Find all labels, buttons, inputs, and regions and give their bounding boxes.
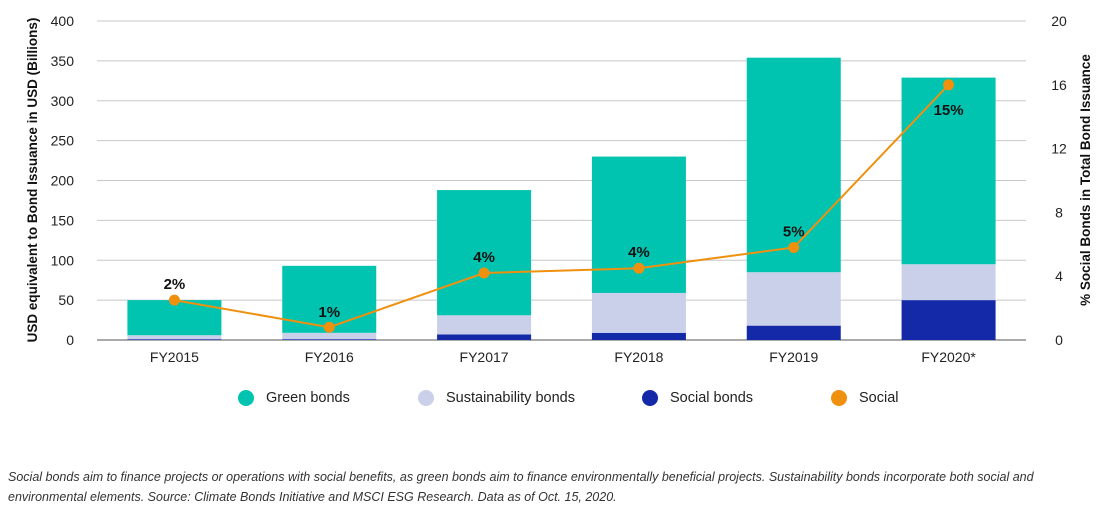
x-tick-label: FY2019 [769, 349, 818, 365]
bar-segment-green-bonds [901, 77, 996, 265]
y-tick-label-left: 400 [51, 13, 75, 29]
bar-segment-sustainability-bonds [591, 292, 686, 333]
stacked-bars [127, 57, 996, 340]
social-line-path [174, 84, 950, 329]
social-point [478, 267, 490, 279]
y-tick-label-right: 0 [1055, 332, 1063, 348]
y-tick-label-left: 250 [51, 133, 75, 149]
bar-segment-social-bonds [746, 325, 841, 340]
point-label: 4% [473, 249, 495, 266]
legend-item-social-bonds: Social bonds [642, 390, 753, 406]
y-tick-label-right: 4 [1055, 268, 1063, 284]
x-tick-label: FY2015 [150, 349, 199, 365]
point-label: 4% [628, 244, 650, 261]
y-tick-label-right: 12 [1051, 141, 1067, 157]
bar-segment-social-bonds [901, 300, 996, 340]
y-tick-label-left: 350 [51, 53, 75, 69]
bar-segment-social-bonds [591, 332, 686, 340]
legend-label: Social bonds [670, 390, 754, 406]
gridlines [97, 20, 1026, 341]
legend-swatch-social-bonds [642, 390, 658, 406]
chart-footnote: Social bonds aim to finance projects or … [8, 470, 1034, 504]
bar-segment-social-bonds [127, 339, 222, 340]
y-tick-label-left: 300 [51, 93, 75, 109]
social-point [323, 321, 335, 333]
legend-label: Green bonds [266, 390, 350, 406]
axes: 0 50 100 150 200 250 300 350 400 0 4 8 12 16 20 FY2015 F… [51, 13, 1067, 365]
x-tick-label: FY2020* [921, 349, 976, 365]
social-share-line [168, 79, 955, 333]
legend-label: Sustainability bonds [446, 390, 575, 406]
point-label: 15% [934, 102, 964, 119]
bar-segment-sustainability-bonds [901, 264, 996, 301]
y-axis-title-left: USD equivalent to Bond Issuance in USD (… [25, 18, 40, 343]
legend-item-sustainability-bonds: Sustainability bonds [418, 390, 575, 406]
bar-segment-social-bonds [437, 334, 532, 340]
point-labels: 2% 1% 4% 4% 5% 15% [164, 102, 964, 321]
legend-item-social: Social [831, 390, 899, 406]
y-tick-label-left: 100 [51, 252, 75, 268]
bond-issuance-chart: 2% 1% 4% 4% 5% 15% 0 50 100 150 200 250 300 350 400 0 4… [25, 13, 1093, 365]
bar-segment-green-bonds [746, 57, 841, 273]
y-tick-label-right: 8 [1055, 204, 1063, 220]
bar-segment-social-bonds [282, 339, 377, 340]
bar-segment-sustainability-bonds [746, 272, 841, 326]
chart-legend: Green bonds Sustainability bonds Social … [0, 390, 1102, 414]
point-label: 1% [318, 304, 340, 321]
x-tick-label: FY2016 [305, 349, 354, 365]
legend-swatch-sustainability [418, 390, 434, 406]
bar-segment-sustainability-bonds [437, 315, 532, 335]
y-tick-label-right: 20 [1051, 13, 1067, 29]
point-label: 5% [783, 223, 805, 240]
y-tick-label-left: 0 [66, 332, 74, 348]
legend-item-green-bonds: Green bonds [238, 390, 350, 406]
bar-segment-green-bonds [437, 190, 532, 316]
y-tick-label-left: 50 [58, 292, 74, 308]
y-tick-label-right: 16 [1051, 77, 1067, 93]
bar-segment-sustainability-bonds [127, 335, 222, 340]
y-axis-title-right: % Social Bonds in Total Bond Issuance [1078, 54, 1093, 306]
social-point [633, 262, 645, 274]
y-tick-label-left: 150 [51, 212, 75, 228]
x-tick-label: FY2018 [614, 349, 663, 365]
bar-segment-sustainability-bonds [282, 332, 377, 340]
social-point [168, 294, 180, 306]
point-label: 2% [164, 276, 186, 293]
y-tick-label-left: 200 [51, 173, 75, 189]
social-point [788, 241, 800, 253]
x-tick-label: FY2017 [460, 349, 509, 365]
legend-swatch-green [238, 390, 254, 406]
legend-swatch-social [831, 390, 847, 406]
legend-label: Social [859, 390, 899, 406]
social-point [943, 79, 955, 91]
